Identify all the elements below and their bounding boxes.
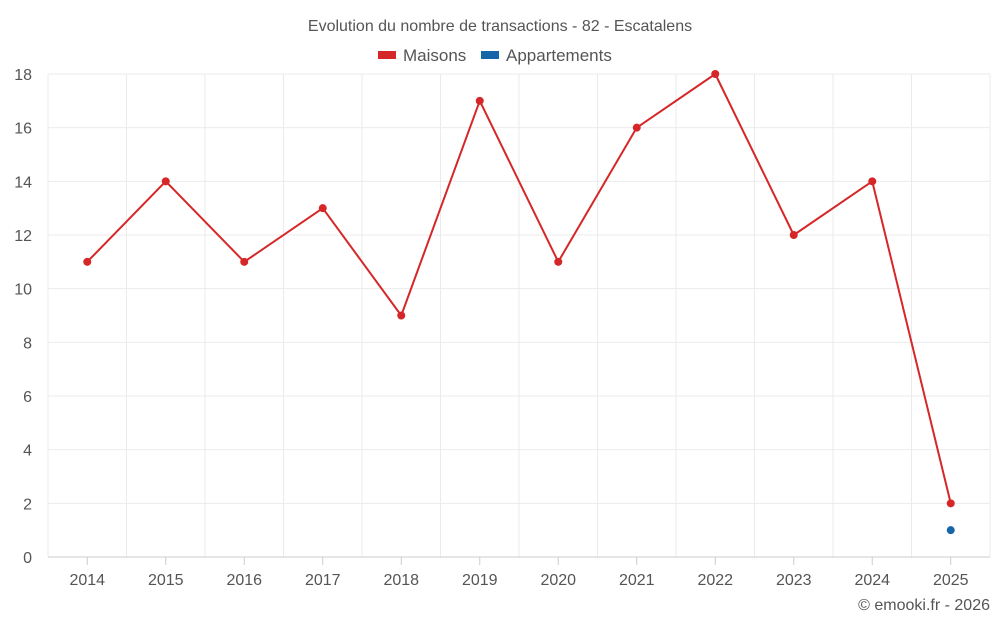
data-point-maisons-2017[interactable] — [318, 204, 327, 213]
y-tick-label: 14 — [14, 174, 32, 191]
data-point-maisons-2020[interactable] — [554, 257, 563, 266]
legend-swatch-maisons — [378, 51, 396, 59]
x-tick-label: 2025 — [933, 572, 969, 589]
credit-text: © emooki.fr - 2026 — [858, 597, 990, 614]
legend-label-maisons: Maisons — [403, 46, 466, 65]
grid — [47, 73, 991, 558]
x-tick-label: 2015 — [148, 572, 184, 589]
data-point-maisons-2016[interactable] — [240, 257, 249, 266]
chart-title: Evolution du nombre de transactions - 82… — [308, 18, 692, 35]
data-point-maisons-2015[interactable] — [161, 177, 170, 186]
x-tick-label: 2021 — [619, 572, 655, 589]
data-point-maisons-2021[interactable] — [632, 123, 641, 132]
x-axis: 2014 2015 2016 2017 2018 2019 2020 2021 2022 2023… — [48, 556, 990, 589]
y-axis: 0 2 4 6 8 10 12 14 16 18 — [14, 67, 32, 567]
y-tick-label: 2 — [23, 496, 32, 513]
x-tick-label: 2018 — [383, 572, 419, 589]
legend: Maisons Appartements — [378, 46, 612, 65]
x-tick-label: 2019 — [462, 572, 498, 589]
x-tick-label: 2014 — [69, 572, 105, 589]
y-tick-label: 16 — [14, 121, 32, 138]
data-point-maisons-2023[interactable] — [789, 231, 798, 239]
data-point-maisons-2018[interactable] — [397, 311, 406, 320]
y-tick-label: 4 — [23, 443, 32, 460]
x-tick-label: 2016 — [226, 572, 262, 589]
x-tick-label: 2022 — [697, 572, 733, 589]
data-point-maisons-2025[interactable] — [946, 499, 955, 508]
x-tick-label: 2020 — [540, 572, 576, 589]
y-tick-label: 8 — [23, 335, 32, 352]
legend-item-appartements[interactable]: Appartements — [481, 46, 612, 65]
x-tick-label: 2017 — [305, 572, 341, 589]
y-tick-label: 10 — [14, 282, 32, 299]
y-tick-label: 18 — [14, 67, 32, 84]
data-point-maisons-2014[interactable] — [83, 257, 92, 266]
legend-item-maisons[interactable]: Maisons — [378, 46, 466, 65]
data-point-appartements-2025[interactable] — [946, 526, 955, 535]
data-point-maisons-2024[interactable] — [868, 177, 877, 186]
y-tick-label: 12 — [14, 228, 32, 245]
x-tick-label: 2024 — [854, 572, 890, 589]
series-line-maisons — [86, 73, 952, 504]
data-point-maisons-2022[interactable] — [711, 70, 720, 78]
x-tick-label: 2023 — [776, 572, 812, 589]
legend-label-appartements: Appartements — [506, 46, 612, 65]
y-tick-label: 0 — [23, 550, 32, 567]
legend-swatch-appartements — [481, 51, 499, 59]
data-point-maisons-2019[interactable] — [475, 96, 484, 105]
series-layer — [83, 70, 955, 535]
y-tick-label: 6 — [23, 389, 32, 406]
